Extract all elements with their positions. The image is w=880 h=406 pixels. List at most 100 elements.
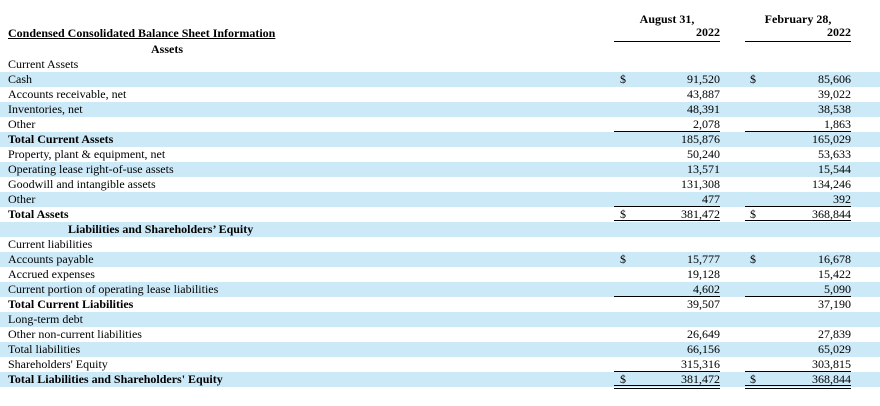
- row-label: Total liabilities: [8, 342, 81, 356]
- table-row: Cash $ $91,520 85,606: [0, 72, 880, 87]
- row-label: Assets: [151, 42, 183, 56]
- currency-symbol: $: [620, 207, 626, 221]
- subtotal-rule: [745, 371, 851, 372]
- value-feb-2022: 37,190: [818, 297, 851, 311]
- value-aug-2022: 66,156: [687, 342, 720, 356]
- row-label: Operating lease right-of-use assets: [8, 162, 174, 176]
- subtotal-rule: [745, 206, 851, 207]
- table-row: Total Current Assets 185,876 165,029: [0, 132, 880, 147]
- value-feb-2022: 27,839: [818, 327, 851, 341]
- value-aug-2022: 13,571: [687, 162, 720, 176]
- table-row: Total Liabilities and Shareholders' Equi…: [0, 372, 880, 387]
- table-row: Current portion of operating lease liabi…: [0, 282, 880, 297]
- row-label: Other non-current liabilities: [8, 327, 142, 341]
- value-aug-2022: 26,649: [687, 327, 720, 341]
- row-label: Liabilities and Shareholders’ Equity: [68, 222, 254, 236]
- table-row: Shareholders' Equity 315,316 303,815: [0, 357, 880, 372]
- value-feb-2022: 15,544: [818, 162, 851, 176]
- row-label: Inventories, net: [8, 102, 83, 116]
- row-label: Other: [8, 192, 36, 206]
- subtotal-rule: [614, 131, 720, 132]
- table-row: Current Assets: [0, 57, 880, 72]
- column-header-feb-2022: February 28, 2022: [745, 13, 851, 39]
- value-feb-2022: 5,090: [824, 282, 851, 296]
- value-feb-2022: 368,844: [812, 207, 851, 221]
- row-label: Current portion of operating lease liabi…: [8, 282, 219, 296]
- value-feb-2022: 303,815: [812, 357, 851, 371]
- row-label: Current liabilities: [8, 237, 93, 251]
- value-aug-2022: 15,777: [687, 252, 720, 266]
- subtotal-rule: [614, 206, 720, 207]
- value-feb-2022: 134,246: [812, 177, 851, 191]
- row-label: Shareholders' Equity: [8, 357, 108, 371]
- value-feb-2022: 368,844: [812, 372, 851, 386]
- column-header-year: 2022: [827, 25, 851, 39]
- value-feb-2022: 38,538: [818, 102, 851, 116]
- value-feb-2022: 15,422: [818, 267, 851, 281]
- row-label: Other: [8, 117, 36, 131]
- row-label: Cash: [8, 72, 32, 86]
- row-label: Total Current Assets: [8, 132, 114, 146]
- table-title: Condensed Consolidated Balance Sheet Inf…: [8, 26, 276, 40]
- value-aug-2022: 381,472: [681, 207, 720, 221]
- row-label: Total Liabilities and Shareholders' Equi…: [8, 372, 223, 386]
- row-label: Accounts receivable, net: [8, 87, 127, 101]
- row-label: Current Assets: [8, 57, 79, 71]
- total-double-rule: [745, 385, 851, 389]
- value-feb-2022: 1,863: [824, 117, 851, 131]
- value-aug-2022: 477: [702, 192, 720, 206]
- row-label: Goodwill and intangible assets: [8, 177, 156, 191]
- currency-symbol: $: [620, 372, 626, 386]
- value-aug-2022: 19,128: [687, 267, 720, 281]
- row-label: Total Assets: [8, 207, 69, 221]
- value-aug-2022: 2,078: [693, 117, 720, 131]
- row-label: Total Current Liabilities: [8, 297, 134, 311]
- row-label: Accounts payable: [8, 252, 94, 266]
- value-aug-2022: 185,876: [681, 132, 720, 146]
- value-aug-2022: 43,887: [687, 87, 720, 101]
- value-aug-2022: 381,472: [681, 372, 720, 386]
- row-label: Property, plant & equipment, net: [8, 147, 166, 161]
- table-row: Other non-current liabilities 26,649 27,83…: [0, 327, 880, 342]
- currency-symbol: $: [620, 72, 626, 86]
- value-aug-2022: 131,308: [681, 177, 720, 191]
- currency-symbol: $: [750, 207, 756, 221]
- table-row: Accrued expenses 19,128 15,422: [0, 267, 880, 282]
- subtotal-rule: [745, 131, 851, 132]
- value-aug-2022: 39,507: [687, 297, 720, 311]
- value-aug-2022: 91,520: [687, 72, 720, 86]
- table-row: Assets: [0, 42, 880, 57]
- table-row: Property, plant & equipment, net 50,240 53…: [0, 147, 880, 162]
- currency-symbol: $: [750, 372, 756, 386]
- subtotal-rule: [614, 296, 720, 297]
- table-row: Total Current Liabilities 39,507 37,190: [0, 297, 880, 312]
- currency-symbol: $: [750, 252, 756, 266]
- value-feb-2022: 65,029: [818, 342, 851, 356]
- value-aug-2022: 315,316: [681, 357, 720, 371]
- value-feb-2022: 39,022: [818, 87, 851, 101]
- value-aug-2022: 50,240: [687, 147, 720, 161]
- value-feb-2022: 392: [833, 192, 851, 206]
- value-feb-2022: 53,633: [818, 147, 851, 161]
- table-row: Operating lease right-of-use assets 13,57…: [0, 162, 880, 177]
- row-label: Accrued expenses: [8, 267, 95, 281]
- table-row: Accounts payable $ $15,777 16,678: [0, 252, 880, 267]
- table-row: Total liabilities 66,156 65,029: [0, 342, 880, 357]
- table-row: Inventories, net 48,391 38,538: [0, 102, 880, 117]
- column-header-year: 2022: [696, 25, 720, 39]
- column-header-line1: February 28,: [764, 12, 832, 26]
- table-row: Accounts receivable, net 43,887 39,022: [0, 87, 880, 102]
- subtotal-rule: [745, 296, 851, 297]
- value-aug-2022: 48,391: [687, 102, 720, 116]
- header-underline-col2: [745, 41, 851, 42]
- table-row: Other 477 392: [0, 192, 880, 207]
- total-double-rule: [614, 385, 720, 389]
- value-feb-2022: 165,029: [812, 132, 851, 146]
- value-feb-2022: 16,678: [818, 252, 851, 266]
- column-header-aug-2022: August 31, 2022: [614, 13, 720, 39]
- header-underline-col1: [614, 41, 720, 42]
- table-row: Other 2,078 1,863: [0, 117, 880, 132]
- value-feb-2022: 85,606: [818, 72, 851, 86]
- value-aug-2022: 4,602: [693, 282, 720, 296]
- subtotal-rule: [614, 371, 720, 372]
